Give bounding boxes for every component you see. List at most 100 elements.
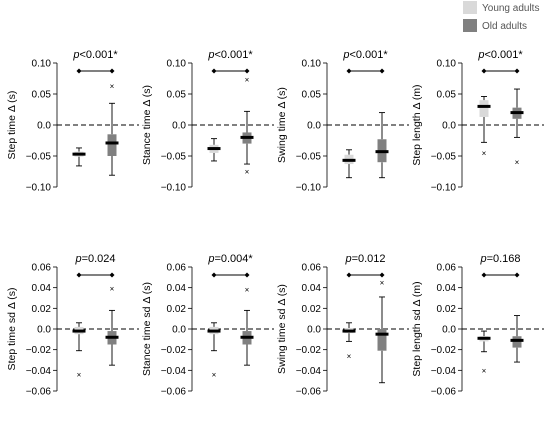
p-value-label: p<0.001*: [72, 49, 118, 61]
y-tick-label: −0.02: [296, 345, 322, 356]
panel-3: −0.10 −0.05 0.0 0.05 0.10 Swing time Δ (s) p<0…: [276, 49, 409, 194]
y-tick-label: −0.02: [431, 345, 457, 356]
panel-8: −0.06 −0.04 −0.02 0.0 0.02 0.04 0.06 Step lengt…: [411, 253, 544, 398]
panel-4: −0.10 −0.05 0.0 0.05 0.10 Step length Δ (m) p<…: [411, 49, 544, 194]
box-young: [342, 149, 356, 179]
y-tick-label: 0.10: [437, 59, 457, 70]
outlier-marker: ×: [380, 279, 385, 288]
y-tick-label: −0.05: [161, 152, 187, 163]
y-axis-label: Step time Δ (s): [6, 91, 18, 160]
p-value-label: p=0.168: [479, 253, 520, 265]
bracket-end-marker: [109, 68, 115, 74]
y-tick-label: −0.05: [26, 152, 52, 163]
box-old: ×: [240, 286, 254, 366]
bracket-end-marker: [244, 68, 250, 74]
y-tick-label: 0.04: [437, 283, 457, 294]
outlier-marker: ×: [482, 149, 487, 158]
y-tick-label: 0.0: [442, 325, 456, 336]
y-tick-label: 0.10: [167, 59, 187, 70]
y-tick-label: 0.04: [32, 283, 52, 294]
box-old: ××: [240, 76, 254, 177]
outlier-marker: ×: [515, 158, 520, 167]
y-tick-label: −0.06: [26, 387, 52, 398]
panel-6: −0.06 −0.04 −0.02 0.0 0.02 0.04 0.06 Stance tim…: [141, 253, 274, 398]
y-tick-label: −0.04: [26, 366, 52, 377]
legend-swatch-old: [463, 19, 477, 32]
bracket-end-marker: [211, 272, 217, 278]
panel-5: −0.06 −0.04 −0.02 0.0 0.02 0.04 0.06 Step time …: [6, 253, 139, 398]
y-tick-label: 0.02: [32, 304, 52, 315]
box-young: ×: [207, 322, 221, 379]
box-old: [510, 315, 524, 363]
y-axis-label: Swing time Δ (s): [276, 87, 288, 163]
outlier-marker: ×: [110, 285, 115, 294]
outlier-marker: ×: [212, 370, 217, 379]
y-tick-label: −0.05: [431, 152, 457, 163]
y-tick-label: 0.05: [302, 90, 322, 101]
y-axis-label: Step time sd Δ (s): [6, 288, 18, 371]
box-young: [207, 138, 221, 162]
y-tick-label: 0.02: [167, 304, 187, 315]
bracket-end-marker: [346, 68, 352, 74]
y-tick-label: 0.05: [167, 90, 187, 101]
iqr-box: [512, 336, 522, 348]
bracket-end-marker: [211, 68, 217, 74]
y-tick-label: 0.0: [442, 121, 456, 132]
box-young: [72, 147, 86, 167]
y-tick-label: −0.04: [431, 366, 457, 377]
y-axis-label: Stance time sd Δ (s): [141, 282, 153, 376]
bracket-end-marker: [514, 68, 520, 74]
outlier-marker: ×: [77, 370, 82, 379]
bracket-end-marker: [76, 68, 82, 74]
y-tick-label: 0.06: [302, 263, 322, 274]
y-tick-label: 0.0: [172, 121, 186, 132]
iqr-box: [377, 329, 387, 351]
box-young: ×: [477, 96, 491, 158]
outlier-marker: ×: [245, 286, 250, 295]
box-old: ×: [375, 279, 389, 384]
y-tick-label: 0.04: [302, 283, 322, 294]
p-value-label: p=0.012: [344, 253, 385, 265]
y-tick-label: −0.05: [296, 152, 322, 163]
bracket-end-marker: [481, 272, 487, 278]
legend-label-young: Young adults: [482, 3, 539, 14]
y-tick-label: −0.06: [296, 387, 322, 398]
box-old: [375, 112, 389, 179]
bracket-end-marker: [244, 272, 250, 278]
box-young: ×: [477, 330, 491, 375]
y-axis-label: Step length sd Δ (m): [411, 281, 423, 376]
outlier-marker: ×: [482, 366, 487, 375]
outlier-marker: ×: [245, 168, 250, 177]
p-value-label: p=0.024: [74, 253, 115, 265]
y-tick-label: 0.06: [437, 263, 457, 274]
outlier-marker: ×: [110, 82, 115, 91]
box-old: ×: [105, 82, 119, 176]
p-value-label: p<0.001*: [342, 49, 388, 61]
iqr-box: [479, 100, 489, 117]
panel-2: −0.10 −0.05 0.0 0.05 0.10 Stance time Δ (s) p<…: [141, 49, 274, 194]
y-tick-label: 0.05: [437, 90, 457, 101]
box-old: ×: [510, 88, 524, 167]
y-tick-label: 0.0: [307, 325, 321, 336]
y-tick-label: −0.10: [296, 183, 322, 194]
bracket-end-marker: [481, 68, 487, 74]
bracket-end-marker: [379, 272, 385, 278]
y-tick-label: 0.10: [32, 59, 52, 70]
y-tick-label: −0.10: [161, 183, 187, 194]
y-tick-label: −0.10: [431, 183, 457, 194]
y-axis-label: Step length Δ (m): [411, 84, 423, 165]
p-value-label: p=0.004*: [207, 253, 253, 265]
y-tick-label: −0.02: [26, 345, 52, 356]
y-tick-label: 0.0: [37, 325, 51, 336]
y-tick-label: −0.06: [161, 387, 187, 398]
y-axis-label: Swing time sd Δ (s): [276, 284, 288, 374]
box-young: ×: [72, 322, 86, 379]
panel-1: −0.10 −0.05 0.0 0.05 0.10 Step time Δ (s) p<0.…: [6, 49, 139, 194]
y-tick-label: 0.02: [302, 304, 322, 315]
legend: Young adults Old adults: [463, 1, 539, 32]
box-young: ×: [342, 322, 356, 361]
bracket-end-marker: [514, 272, 520, 278]
legend-swatch-young: [463, 1, 477, 14]
outlier-marker: ×: [245, 76, 250, 85]
